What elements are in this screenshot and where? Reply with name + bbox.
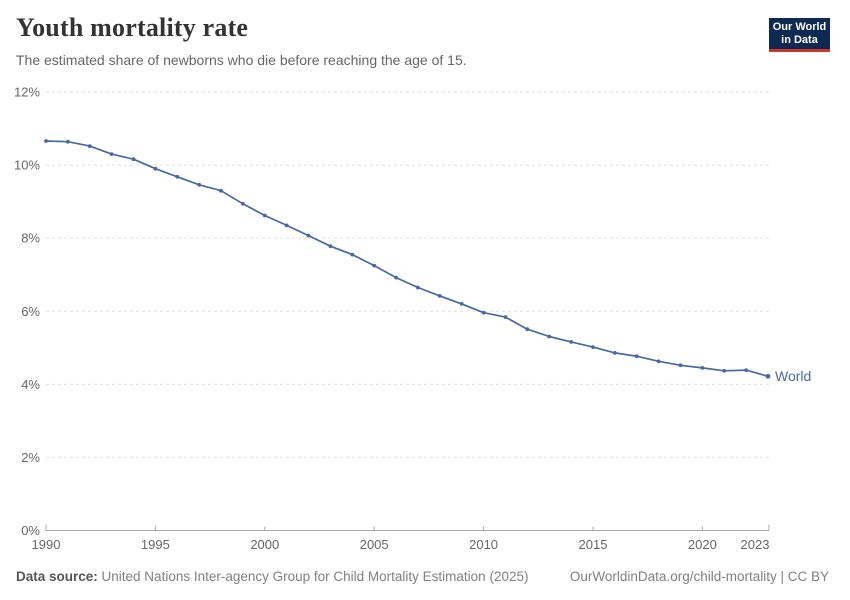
y-tick-label: 4% — [21, 377, 40, 392]
y-tick-label: 8% — [21, 231, 40, 246]
data-point[interactable] — [241, 201, 245, 206]
data-point[interactable] — [153, 166, 158, 171]
page-subtitle: The estimated share of newborns who die … — [16, 52, 467, 68]
footer-source-label: Data source: — [16, 569, 98, 584]
data-point[interactable] — [634, 354, 639, 359]
data-point[interactable] — [262, 213, 267, 218]
y-tick-label: 6% — [21, 304, 40, 319]
data-point[interactable] — [416, 285, 420, 290]
data-point[interactable] — [284, 223, 289, 228]
data-point[interactable] — [87, 144, 92, 149]
data-point[interactable] — [678, 363, 683, 368]
data-point[interactable] — [306, 233, 311, 238]
y-tick-label: 10% — [14, 158, 40, 173]
x-tick-label: 1990 — [32, 537, 61, 552]
data-point[interactable] — [656, 359, 661, 364]
x-tick-label: 2010 — [469, 537, 498, 552]
footer-source: Data source: United Nations Inter-agency… — [16, 569, 528, 584]
data-point[interactable] — [394, 275, 398, 280]
x-tick-label: 2023 — [741, 537, 770, 552]
series-label-world[interactable]: World — [775, 368, 811, 384]
page-title: Youth mortality rate — [16, 13, 249, 42]
data-point[interactable] — [481, 310, 486, 315]
y-tick-label: 2% — [21, 450, 40, 465]
data-point[interactable] — [350, 252, 355, 257]
data-point[interactable] — [700, 366, 705, 370]
data-point[interactable] — [591, 345, 595, 349]
data-point[interactable] — [744, 368, 748, 372]
data-point[interactable] — [612, 351, 617, 355]
owid-logo[interactable]: Our World in Data — [769, 18, 830, 52]
data-point[interactable] — [131, 157, 136, 162]
owid-logo-line2: in Data — [781, 34, 818, 46]
owid-logo-line1: Our World — [772, 21, 827, 33]
data-point[interactable] — [503, 315, 508, 319]
data-point[interactable] — [44, 139, 48, 143]
data-point[interactable] — [525, 327, 530, 332]
data-point[interactable] — [328, 244, 333, 249]
data-point[interactable] — [219, 188, 223, 193]
x-tick-label: 2015 — [579, 537, 608, 552]
footer-source-text: United Nations Inter-agency Group for Ch… — [97, 569, 529, 584]
data-point[interactable] — [175, 174, 180, 179]
world-line[interactable] — [45, 140, 769, 378]
x-tick-label: 2020 — [688, 537, 717, 552]
y-tick-label: 12% — [14, 85, 40, 100]
data-point[interactable] — [765, 373, 771, 379]
y-tick-label: 0% — [21, 523, 40, 538]
data-point[interactable] — [569, 340, 573, 344]
data-point[interactable] — [722, 368, 727, 373]
data-point[interactable] — [109, 152, 114, 157]
x-tick-label: 2005 — [360, 537, 389, 552]
data-point[interactable] — [547, 334, 552, 339]
data-point[interactable] — [459, 302, 464, 306]
footer-link[interactable]: OurWorldinData.org/child-mortality | CC … — [569, 569, 829, 584]
data-point[interactable] — [66, 139, 70, 144]
data-point[interactable] — [372, 263, 377, 268]
x-tick-label: 1995 — [141, 537, 170, 552]
data-point[interactable] — [197, 182, 202, 187]
x-tick-label: 2000 — [250, 537, 279, 552]
data-point[interactable] — [437, 294, 442, 298]
